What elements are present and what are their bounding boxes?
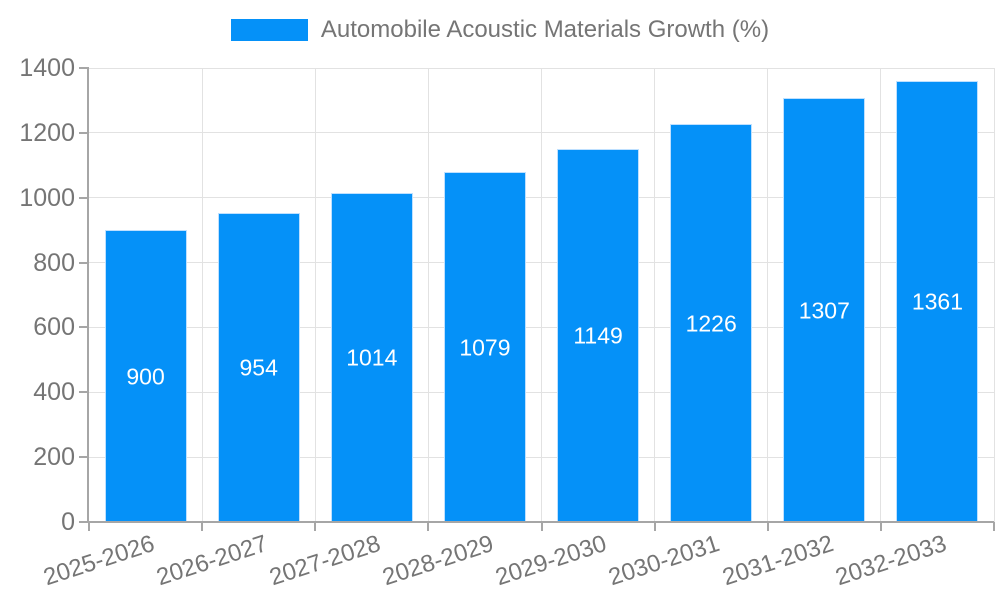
x-tick-label: 2028-2029 — [379, 530, 497, 592]
y-tick-label: 400 — [33, 378, 75, 407]
y-axis-tick — [79, 391, 89, 394]
bar-value-label: 1079 — [459, 334, 511, 361]
x-axis-tick — [879, 522, 882, 531]
y-axis-tick — [79, 67, 89, 69]
y-tick-label: 0 — [61, 508, 75, 536]
gridline-vertical — [880, 68, 882, 522]
x-axis-tick — [88, 522, 90, 531]
bar: 1361 — [896, 80, 979, 522]
gridline-vertical — [654, 68, 656, 522]
y-tick-label: 1400 — [19, 54, 75, 82]
legend-swatch — [230, 19, 308, 41]
bar-value-label: 1307 — [798, 297, 850, 324]
gridline-vertical — [427, 68, 429, 522]
y-axis-tick — [79, 261, 89, 264]
bar: 1079 — [443, 172, 526, 522]
y-axis-tick — [79, 131, 89, 134]
gridline-vertical — [314, 68, 316, 522]
y-tick-label: 1000 — [19, 183, 75, 212]
x-axis-tick — [201, 522, 204, 531]
x-axis-tick — [314, 522, 317, 531]
bar: 1014 — [330, 193, 413, 522]
x-tick-label: 2027-2028 — [266, 530, 384, 592]
y-tick-label: 600 — [33, 313, 75, 342]
gridline-vertical — [993, 68, 995, 522]
y-axis-tick — [79, 196, 89, 199]
x-tick-label: 2032-2033 — [831, 530, 950, 592]
x-tick-label: 2030-2031 — [605, 530, 724, 592]
x-axis-line — [87, 521, 994, 523]
x-axis-tick — [993, 522, 995, 531]
gridline-vertical — [541, 68, 542, 522]
bar-value-label: 1361 — [911, 288, 964, 315]
y-tick-label: 800 — [33, 248, 75, 277]
x-axis-tick — [427, 522, 430, 531]
y-tick-label: 200 — [33, 443, 75, 472]
bar-value-label: 1149 — [573, 322, 623, 349]
x-tick-label: 2026-2027 — [153, 530, 271, 592]
bar: 900 — [104, 230, 187, 522]
bar-value-label: 1014 — [346, 344, 398, 371]
x-tick-label: 2025-2026 — [40, 530, 158, 592]
y-axis-tick — [79, 521, 89, 523]
gridline-vertical — [767, 68, 769, 522]
x-tick-label: 2029-2030 — [492, 530, 611, 592]
bar: 954 — [217, 212, 300, 522]
gridline-vertical — [201, 68, 203, 522]
bar-value-label: 900 — [126, 363, 165, 390]
y-axis-line — [87, 68, 89, 522]
y-axis-tick — [79, 326, 89, 329]
y-axis-tick — [79, 456, 89, 459]
y-tick-label: 1200 — [19, 118, 75, 147]
plot-area: 0 200 400 600 800 1000 1200 1400 900 2025-2026 954… — [19, 54, 995, 591]
x-axis-tick — [540, 522, 543, 531]
x-axis-tick — [653, 522, 656, 531]
bar: 1307 — [783, 98, 866, 522]
bar: 1226 — [670, 124, 753, 522]
bar: 1149 — [557, 149, 640, 522]
x-axis-tick — [766, 522, 769, 531]
x-tick-label: 2031-2032 — [718, 530, 837, 592]
bar-value-label: 954 — [239, 354, 278, 381]
legend-label: Automobile Acoustic Materials Growth (%) — [320, 16, 770, 43]
bar-value-label: 1226 — [685, 310, 737, 337]
legend[interactable]: Automobile Acoustic Materials Growth (%) — [0, 16, 1000, 44]
